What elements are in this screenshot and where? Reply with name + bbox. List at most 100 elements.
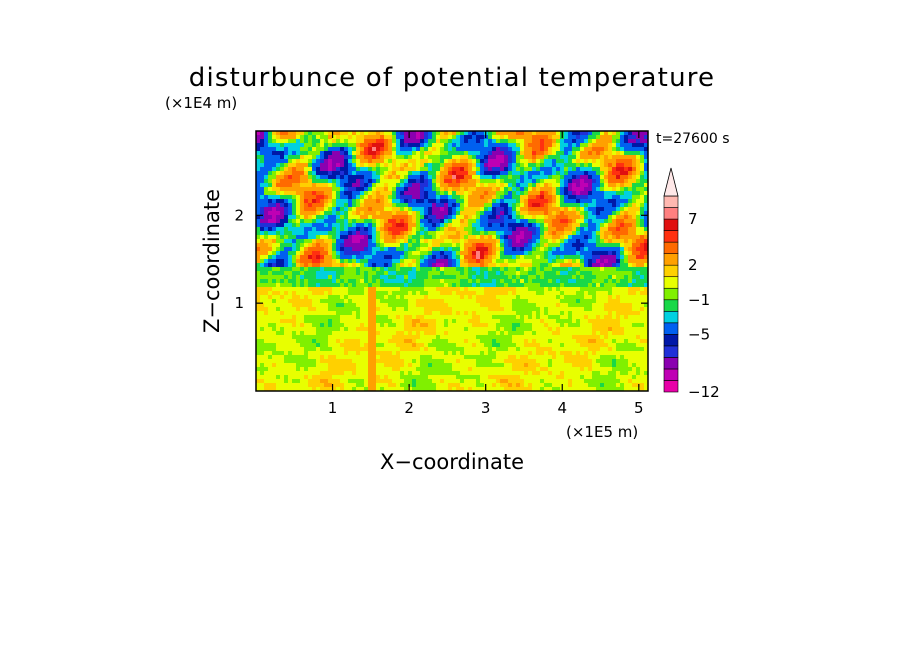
heatmap-cell xyxy=(624,303,629,308)
heatmap-cell xyxy=(320,259,325,264)
heatmap-cell xyxy=(592,235,597,240)
heatmap-cell xyxy=(568,263,573,268)
heatmap-cell xyxy=(292,247,297,252)
heatmap-cell xyxy=(316,163,321,168)
heatmap-cell xyxy=(596,183,601,188)
heatmap-cell xyxy=(496,291,501,296)
heatmap-cell xyxy=(300,327,305,332)
heatmap-cell xyxy=(516,235,521,240)
heatmap-cell xyxy=(392,307,397,312)
heatmap-cell xyxy=(564,167,569,172)
heatmap-cell xyxy=(412,267,417,272)
heatmap-cell xyxy=(280,215,285,220)
heatmap-cell xyxy=(272,263,277,268)
heatmap-cell xyxy=(496,143,501,148)
heatmap-cell xyxy=(332,307,337,312)
heatmap-cell xyxy=(572,243,577,248)
heatmap-cell xyxy=(624,135,629,140)
heatmap-cell xyxy=(448,263,453,268)
heatmap-cell xyxy=(428,299,433,304)
heatmap-cell xyxy=(504,219,509,224)
heatmap-cell xyxy=(612,167,617,172)
heatmap-cell xyxy=(616,219,621,224)
heatmap-cell xyxy=(368,243,373,248)
heatmap-cell xyxy=(404,167,409,172)
heatmap-cell xyxy=(504,331,509,336)
heatmap-cell xyxy=(552,295,557,300)
heatmap-cell xyxy=(460,303,465,308)
heatmap-cell xyxy=(456,243,461,248)
heatmap-cell xyxy=(596,159,601,164)
heatmap-cell xyxy=(384,151,389,156)
heatmap-cell xyxy=(400,287,405,292)
heatmap-cell xyxy=(608,315,613,320)
heatmap-cell xyxy=(464,195,469,200)
heatmap-cell xyxy=(348,303,353,308)
heatmap-cell xyxy=(292,139,297,144)
heatmap-cell xyxy=(432,187,437,192)
heatmap-cell xyxy=(548,223,553,228)
heatmap-cell xyxy=(332,139,337,144)
heatmap-cell xyxy=(576,279,581,284)
heatmap-cell xyxy=(480,287,485,292)
heatmap-cell xyxy=(364,183,369,188)
heatmap-cell xyxy=(260,259,265,264)
heatmap-cell xyxy=(412,219,417,224)
heatmap-cell xyxy=(428,171,433,176)
heatmap-cell xyxy=(392,275,397,280)
heatmap-cell xyxy=(384,307,389,312)
heatmap-cell xyxy=(564,215,569,220)
heatmap-cell xyxy=(532,275,537,280)
heatmap-cell xyxy=(624,195,629,200)
heatmap-cell xyxy=(620,247,625,252)
heatmap-cell xyxy=(288,299,293,304)
heatmap-cell xyxy=(404,155,409,160)
heatmap-cell xyxy=(468,211,473,216)
heatmap-cell xyxy=(360,203,365,208)
heatmap-cell xyxy=(468,323,473,328)
heatmap-cell xyxy=(256,151,261,156)
heatmap-cell xyxy=(528,263,533,268)
heatmap-cell xyxy=(504,279,509,284)
heatmap-cell xyxy=(300,163,305,168)
heatmap-cell xyxy=(420,287,425,292)
heatmap-cell xyxy=(552,311,557,316)
heatmap-cell xyxy=(404,247,409,252)
heatmap-cell xyxy=(608,203,613,208)
heatmap-cell xyxy=(612,187,617,192)
heatmap-cell xyxy=(580,291,585,296)
heatmap-cell xyxy=(604,175,609,180)
heatmap-cell xyxy=(296,135,301,140)
heatmap-cell xyxy=(256,219,261,224)
heatmap-cell xyxy=(576,331,581,336)
heatmap-cell xyxy=(500,211,505,216)
heatmap-cell xyxy=(572,331,577,336)
heatmap-cell xyxy=(372,195,377,200)
heatmap-cell xyxy=(472,175,477,180)
heatmap-cell xyxy=(456,271,461,276)
heatmap-cell xyxy=(540,175,545,180)
heatmap-cell xyxy=(336,279,341,284)
heatmap-cell xyxy=(256,291,261,296)
heatmap-cell xyxy=(284,311,289,316)
heatmap-cell xyxy=(352,203,357,208)
heatmap-cell xyxy=(484,223,489,228)
heatmap-cell xyxy=(560,311,565,316)
heatmap-cell xyxy=(436,151,441,156)
heatmap-cell xyxy=(428,203,433,208)
heatmap-cell xyxy=(324,235,329,240)
heatmap-cell xyxy=(300,223,305,228)
heatmap-cell xyxy=(336,167,341,172)
heatmap-cell xyxy=(556,331,561,336)
heatmap-cell xyxy=(584,275,589,280)
heatmap-cell xyxy=(300,323,305,328)
heatmap-cell xyxy=(284,171,289,176)
heatmap-cell xyxy=(596,247,601,252)
heatmap-cell xyxy=(460,271,465,276)
heatmap-cell xyxy=(436,139,441,144)
heatmap-cell xyxy=(348,187,353,192)
heatmap-cell xyxy=(304,171,309,176)
heatmap-cell xyxy=(400,207,405,212)
heatmap-cell xyxy=(628,279,633,284)
heatmap-cell xyxy=(552,287,557,292)
